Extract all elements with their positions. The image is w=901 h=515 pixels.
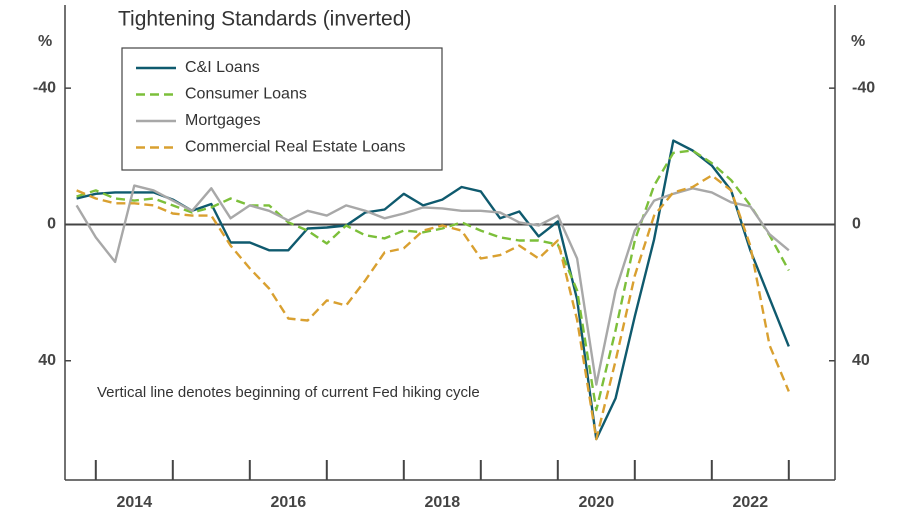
series-line bbox=[76, 149, 790, 412]
y2-axis-label: % bbox=[851, 33, 865, 50]
x-tick-label: 2022 bbox=[733, 494, 769, 511]
y-tick-label: 0 bbox=[47, 216, 56, 233]
y2-tick-label: 0 bbox=[852, 216, 861, 233]
y2-tick-label: 40 bbox=[852, 352, 870, 369]
y-axis-label: % bbox=[38, 33, 52, 50]
series-line bbox=[75, 184, 790, 386]
y-tick-label: 40 bbox=[38, 352, 56, 369]
x-tick-label: 2018 bbox=[425, 494, 461, 511]
x-tick-label: 2014 bbox=[117, 494, 153, 511]
x-tick-label: 2020 bbox=[579, 494, 615, 511]
legend-label: Consumer Loans bbox=[185, 86, 307, 103]
legend-label: Commercial Real Estate Loans bbox=[185, 139, 406, 156]
series-line bbox=[76, 174, 790, 441]
y-tick-label: -40 bbox=[33, 79, 56, 96]
chart-title: Tightening Standards (inverted) bbox=[118, 8, 411, 31]
y2-tick-label: -40 bbox=[852, 79, 875, 96]
legend-label: C&I Loans bbox=[185, 59, 260, 76]
legend-label: Mortgages bbox=[185, 112, 261, 129]
annotation: Vertical line denotes beginning of curre… bbox=[97, 384, 480, 401]
x-tick-label: 2016 bbox=[271, 494, 307, 511]
